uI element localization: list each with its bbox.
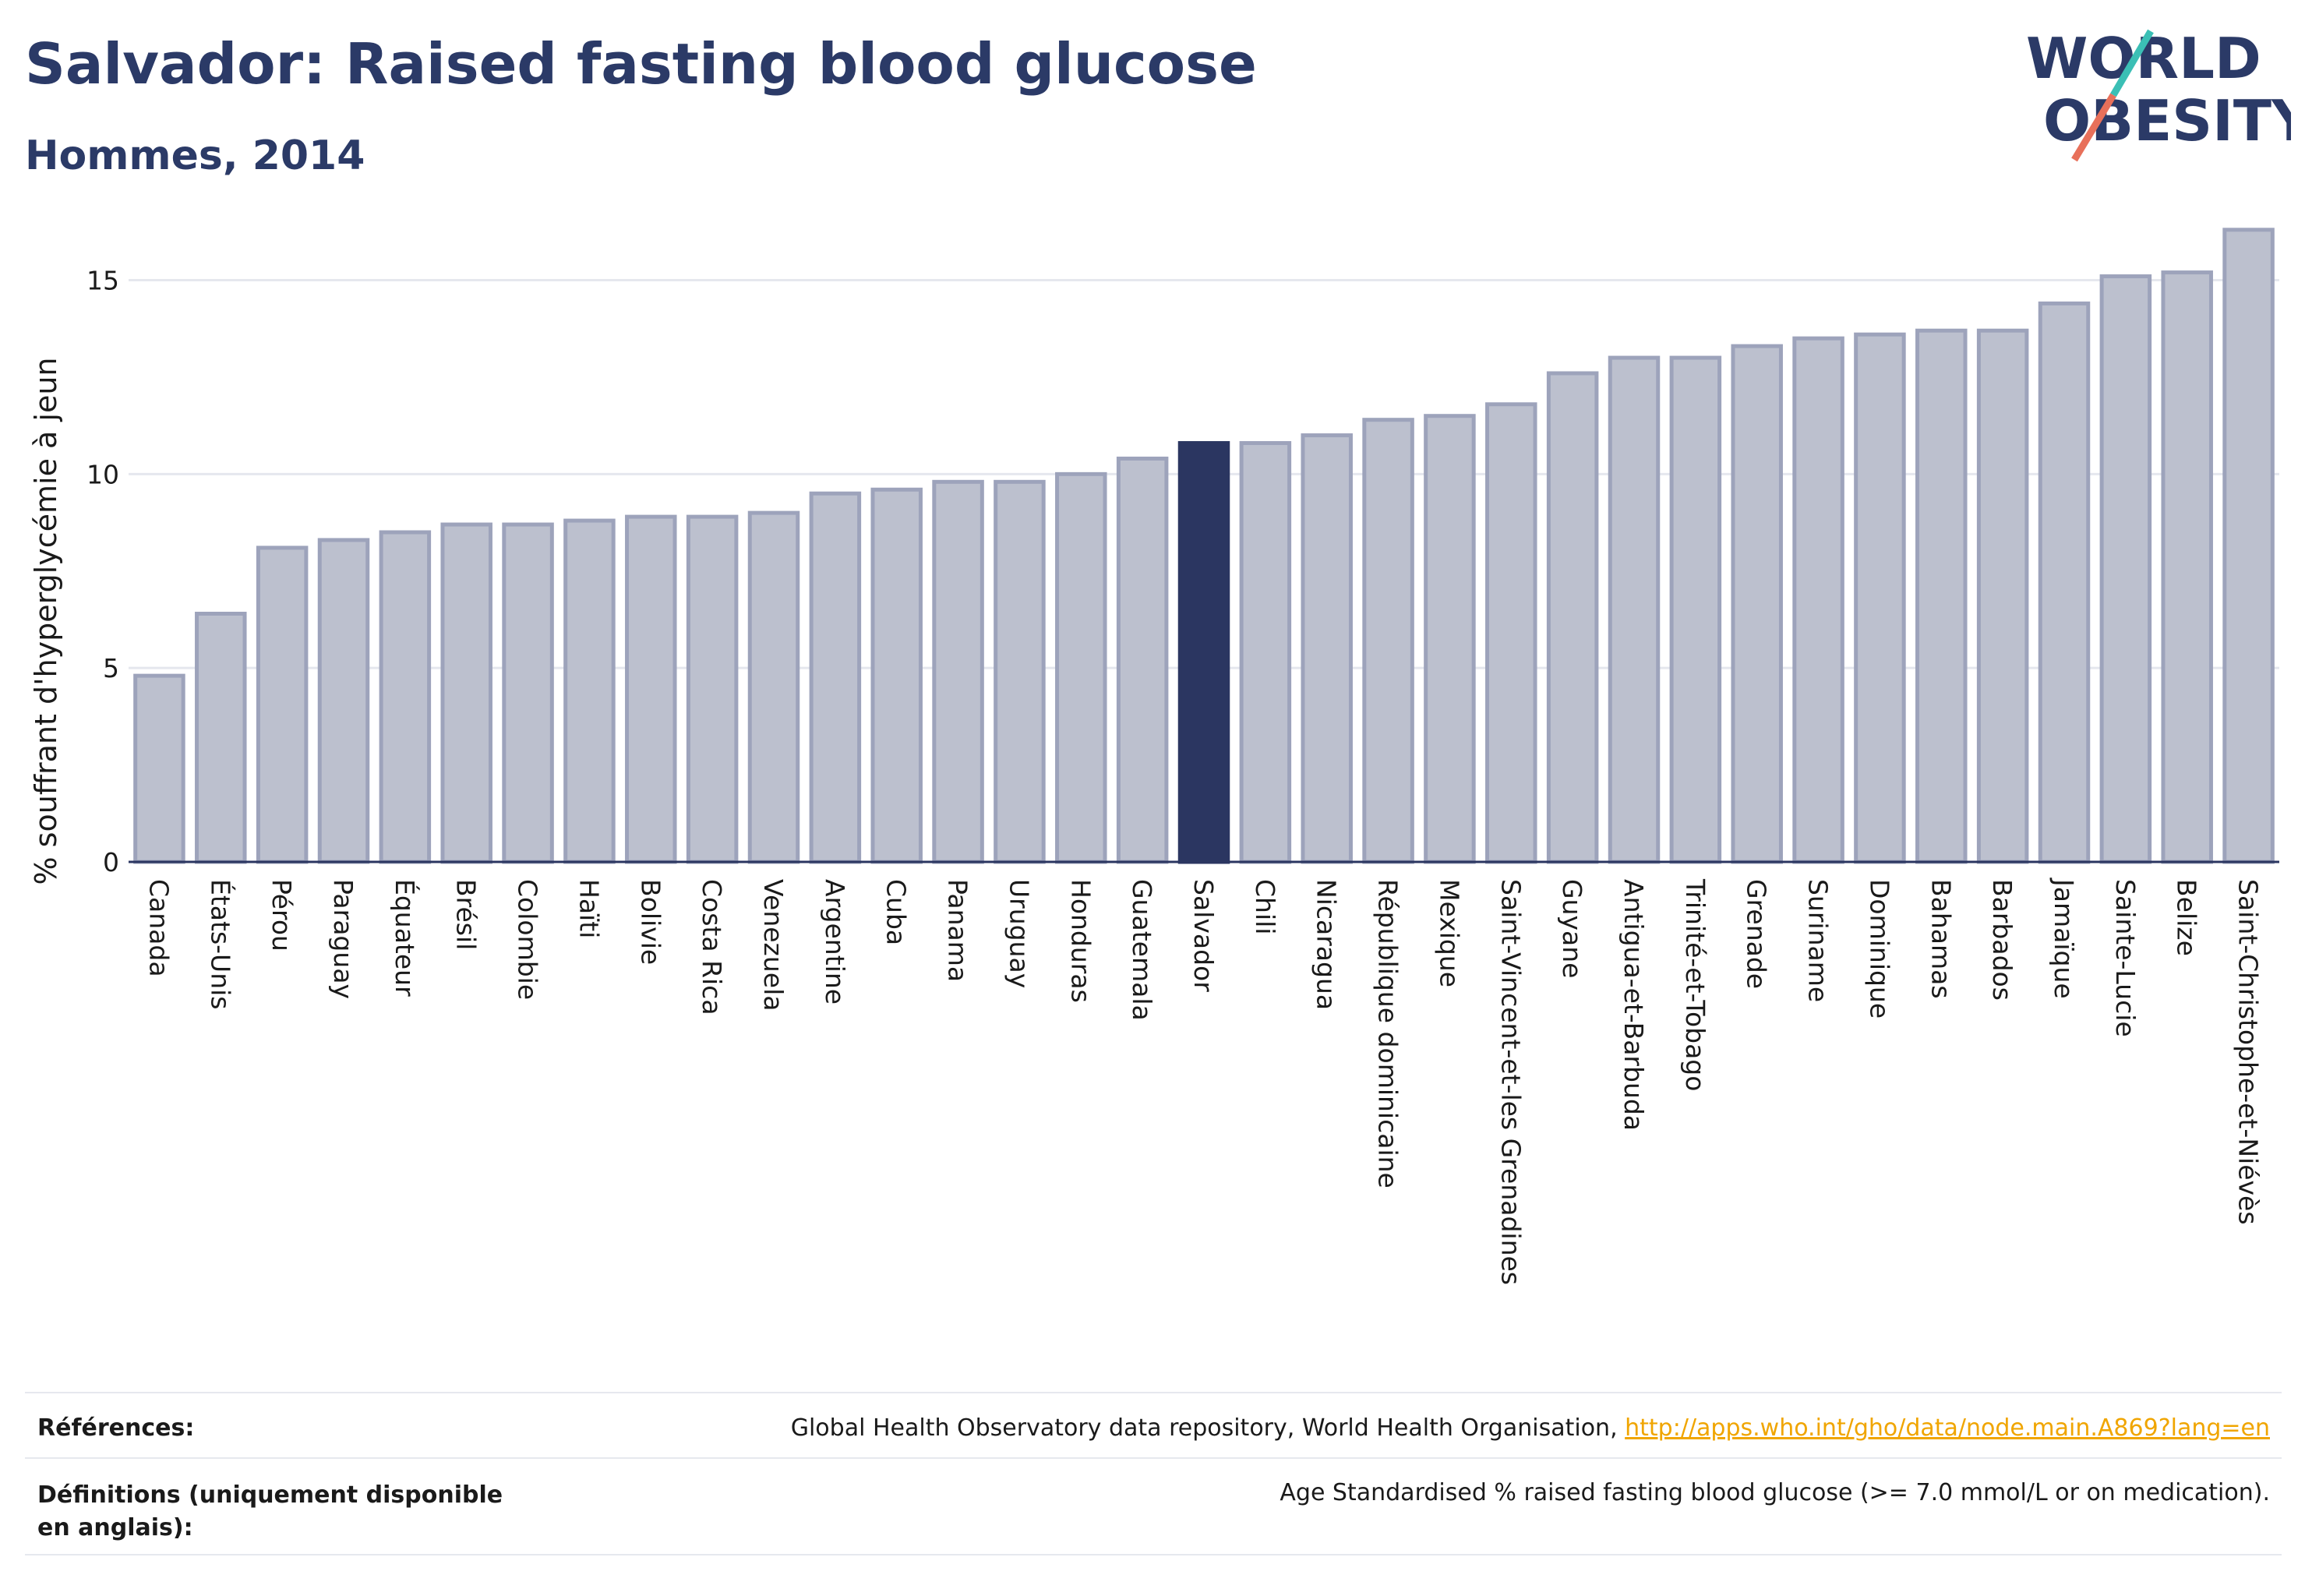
- category-label: Antigua-et-Barbuda: [1618, 879, 1649, 1131]
- bar: [1239, 441, 1292, 864]
- footer-divider-top: [25, 1392, 2282, 1393]
- category-label: Haïti: [574, 879, 604, 938]
- bar: [1116, 456, 1169, 864]
- bar: [1608, 355, 1661, 864]
- chart-subtitle: Hommes, 2014: [25, 132, 365, 179]
- bar: [994, 479, 1046, 864]
- category-label: Canada: [143, 879, 174, 977]
- world-obesity-logo: WORLD OBESITY: [2026, 26, 2291, 162]
- bar: [440, 522, 492, 864]
- bar: [1731, 344, 1783, 864]
- references-link[interactable]: http://apps.who.int/gho/data/node.main.A…: [1625, 1414, 2270, 1442]
- bar: [1669, 355, 1722, 864]
- category-label: Uruguay: [1004, 879, 1034, 988]
- category-label: Panama: [943, 879, 973, 982]
- category-label: Costa Rica: [697, 879, 727, 1015]
- category-label: États-Unis: [205, 879, 236, 1009]
- y-ticks: 0 5 10 15: [86, 266, 119, 877]
- bar: [747, 510, 800, 864]
- bar: [1915, 328, 1968, 864]
- bars: [133, 228, 2275, 864]
- bar: [686, 514, 739, 864]
- y-tick-label: 0: [103, 847, 119, 877]
- category-label: Salvador: [1188, 879, 1219, 992]
- category-label: Grenade: [1742, 879, 1772, 989]
- footer-divider-bottom: [25, 1554, 2282, 1555]
- logo-slash-bottom: [2071, 93, 2116, 162]
- category-label: Bolivie: [635, 879, 665, 965]
- bar: [870, 487, 923, 864]
- bar-chart: 0 5 10 15 Canada États-Unis Pérou Paraguay Équa…: [29, 228, 2279, 1285]
- category-label: Saint-Christophe-et-Niévès: [2233, 879, 2264, 1225]
- category-label: Chili: [1250, 879, 1280, 934]
- footer-divider-middle: [25, 1457, 2282, 1459]
- category-label: Guyane: [1557, 879, 1587, 978]
- category-label: Brésil: [451, 879, 482, 950]
- bar: [563, 518, 616, 864]
- y-tick-label: 10: [86, 459, 119, 489]
- bar: [2222, 228, 2275, 864]
- category-label: Paraguay: [328, 879, 358, 999]
- bar-highlighted: [1177, 441, 1230, 864]
- references-source: Global Health Observatory data repositor…: [790, 1414, 1626, 1442]
- bar: [2161, 270, 2213, 864]
- category-label: Colombie: [513, 879, 543, 1000]
- category-label: République dominicaine: [1373, 879, 1403, 1188]
- category-labels: Canada États-Unis Pérou Paraguay Équateur Bré…: [143, 877, 2263, 1285]
- category-label: Argentine: [820, 879, 850, 1005]
- y-tick-label: 15: [86, 266, 119, 296]
- bar: [133, 673, 185, 864]
- bar: [2038, 301, 2091, 864]
- bar: [1792, 336, 1844, 864]
- category-label: Venezuela: [758, 879, 789, 1011]
- category-label: Jamaïque: [2049, 877, 2079, 999]
- definitions-text: Age Standardised % raised fasting blood …: [1280, 1479, 2270, 1506]
- bar: [1854, 332, 1906, 864]
- category-label: Trinité-et-Tobago: [1680, 878, 1710, 1091]
- category-label: Belize: [2172, 879, 2202, 956]
- category-label: Dominique: [1864, 879, 1894, 1019]
- category-label: Saint-Vincent-et-les Grenadines: [1495, 879, 1526, 1285]
- category-label: Pérou: [267, 879, 297, 952]
- bar: [379, 530, 432, 864]
- bar: [1976, 328, 2029, 864]
- bar: [1485, 402, 1537, 864]
- bar: [2099, 274, 2152, 864]
- y-tick-label: 5: [103, 653, 119, 683]
- bar: [502, 522, 554, 864]
- bar: [195, 612, 247, 864]
- category-label: Mexique: [1434, 879, 1464, 987]
- bar: [809, 491, 862, 864]
- category-label: Barbados: [1987, 879, 2017, 1001]
- logo-slash-top: [2110, 29, 2154, 97]
- category-label: Cuba: [881, 879, 912, 945]
- references-label: Références:: [37, 1414, 195, 1442]
- y-axis-title: % souffrant d'hyperglycémie à jeun: [29, 357, 63, 885]
- references-text: Global Health Observatory data repositor…: [791, 1414, 2270, 1442]
- bar: [1424, 414, 1476, 864]
- category-label: Suriname: [1803, 879, 1834, 1002]
- bar: [1546, 371, 1599, 864]
- bar: [625, 514, 677, 864]
- bar: [317, 538, 370, 864]
- category-label: Sainte-Lucie: [2110, 879, 2141, 1037]
- category-label: Honduras: [1065, 879, 1096, 1003]
- definitions-label: Définitions (uniquement disponible en an…: [37, 1481, 503, 1541]
- bar: [1362, 418, 1414, 864]
- bar: [256, 546, 309, 864]
- category-label: Guatemala: [1127, 879, 1157, 1021]
- bar: [1301, 433, 1353, 864]
- chart-title: Salvador: Raised fasting blood glucose: [25, 31, 1257, 97]
- category-label: Équateur: [390, 879, 421, 997]
- bar: [932, 479, 984, 864]
- bar: [1055, 471, 1107, 864]
- category-label: Nicaragua: [1311, 879, 1342, 1010]
- category-label: Bahamas: [1926, 879, 1956, 999]
